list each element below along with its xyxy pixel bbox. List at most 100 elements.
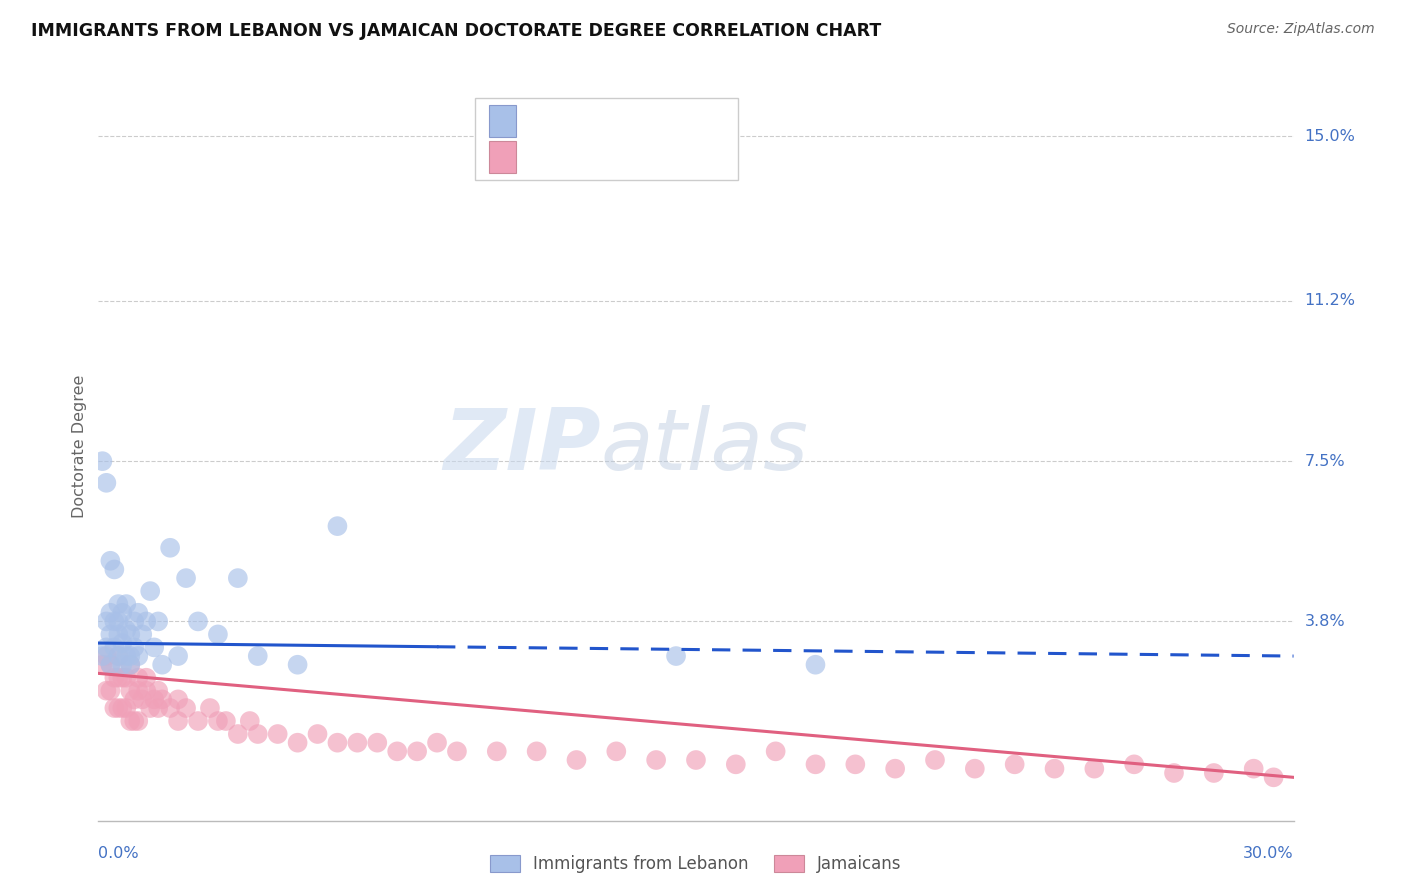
Point	[115, 648, 138, 663]
Point	[107, 701, 129, 715]
Point	[207, 627, 229, 641]
Point	[127, 648, 149, 663]
Point	[485, 744, 508, 758]
Point	[98, 606, 122, 620]
Point	[135, 683, 157, 698]
Point	[111, 606, 134, 620]
Point	[605, 744, 627, 758]
Point	[107, 615, 129, 629]
Point	[120, 627, 142, 641]
Point	[215, 714, 238, 728]
Point	[526, 744, 548, 758]
Point	[98, 627, 122, 641]
Point	[124, 640, 146, 655]
Point	[111, 701, 134, 715]
Point	[115, 701, 138, 715]
Point	[111, 636, 134, 650]
Point	[107, 648, 129, 663]
Point	[127, 606, 149, 620]
Point	[98, 554, 122, 568]
Point	[107, 671, 129, 685]
Point	[565, 753, 588, 767]
Point	[120, 657, 142, 672]
Point	[385, 744, 409, 758]
Point	[346, 736, 368, 750]
Point	[148, 701, 170, 715]
Point	[111, 657, 134, 672]
Point	[135, 671, 157, 685]
Point	[98, 683, 122, 698]
Point	[115, 671, 138, 685]
Point	[406, 744, 429, 758]
Point	[963, 762, 986, 776]
Point	[120, 714, 142, 728]
Point	[143, 692, 166, 706]
Point	[120, 683, 142, 698]
Text: 11.2%: 11.2%	[1305, 293, 1355, 309]
Point	[1123, 757, 1146, 772]
Point	[91, 657, 114, 672]
Point	[103, 701, 125, 715]
Point	[96, 683, 118, 698]
Point	[96, 475, 118, 490]
Point	[135, 615, 157, 629]
Point	[1004, 757, 1026, 772]
Bar	[489, 141, 516, 172]
Point	[267, 727, 290, 741]
Point	[167, 648, 190, 663]
Point	[131, 627, 153, 641]
Point	[187, 714, 209, 728]
Point	[685, 753, 707, 767]
Point	[148, 615, 170, 629]
Point	[107, 597, 129, 611]
Point	[226, 571, 249, 585]
Point	[724, 757, 747, 772]
Point	[326, 736, 349, 750]
Point	[107, 627, 129, 641]
Point	[167, 692, 190, 706]
Text: 0.0%: 0.0%	[98, 846, 139, 861]
FancyBboxPatch shape	[475, 97, 738, 180]
Point	[765, 744, 787, 758]
Point	[115, 597, 138, 611]
Text: Source: ZipAtlas.com: Source: ZipAtlas.com	[1227, 22, 1375, 37]
Point	[1163, 766, 1185, 780]
Point	[107, 648, 129, 663]
Point	[124, 714, 146, 728]
Point	[96, 640, 118, 655]
Point	[246, 648, 269, 663]
Point	[150, 657, 173, 672]
Point	[1202, 766, 1225, 780]
Point	[239, 714, 262, 728]
Point	[98, 657, 122, 672]
Point	[844, 757, 866, 772]
Point	[366, 736, 388, 750]
Point	[124, 692, 146, 706]
Point	[139, 701, 162, 715]
Point	[246, 727, 269, 741]
Point	[1043, 762, 1066, 776]
Point	[127, 714, 149, 728]
Point	[111, 671, 134, 685]
Point	[924, 753, 946, 767]
Legend: Immigrants from Lebanon, Jamaicans: Immigrants from Lebanon, Jamaicans	[484, 848, 908, 880]
Point	[1083, 762, 1105, 776]
Point	[307, 727, 329, 741]
Point	[98, 657, 122, 672]
Point	[207, 714, 229, 728]
Text: 30.0%: 30.0%	[1243, 846, 1294, 861]
Text: atlas: atlas	[600, 404, 808, 488]
Point	[1243, 762, 1265, 776]
Point	[115, 623, 138, 637]
Point	[446, 744, 468, 758]
Point	[150, 692, 173, 706]
Point	[187, 615, 209, 629]
Text: 7.5%: 7.5%	[1305, 454, 1346, 468]
Point	[159, 701, 181, 715]
Point	[804, 757, 827, 772]
Point	[103, 640, 125, 655]
Point	[139, 584, 162, 599]
Point	[287, 736, 309, 750]
Point	[131, 692, 153, 706]
Point	[96, 648, 118, 663]
